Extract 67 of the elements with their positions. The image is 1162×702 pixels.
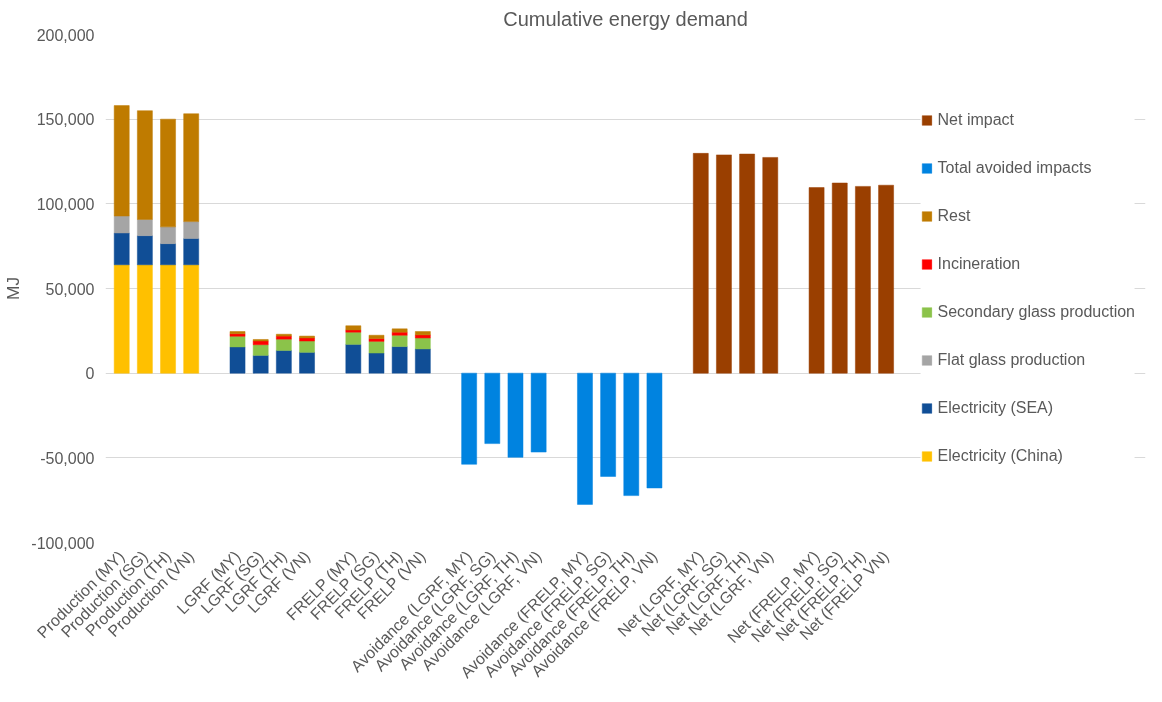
bar (693, 153, 709, 374)
legend-label: Rest (937, 207, 971, 225)
bar (345, 331, 362, 345)
bar (160, 264, 176, 374)
bar (878, 184, 894, 374)
bar (530, 372, 547, 453)
bar (391, 334, 408, 347)
bar (137, 219, 153, 236)
y-tick-label: 150,000 (36, 111, 95, 129)
bar (646, 372, 663, 489)
y-tick-label: 200,000 (36, 26, 95, 44)
bar (160, 226, 176, 244)
y-tick-label: 50,000 (45, 280, 95, 298)
y-tick-label: 0 (85, 365, 95, 383)
bar (113, 215, 130, 234)
bar (623, 372, 640, 496)
bar (299, 340, 315, 353)
y-tick-label: -100,000 (31, 534, 95, 552)
bar (484, 372, 501, 444)
bar (368, 352, 385, 374)
bar (345, 325, 362, 331)
bar (160, 118, 176, 228)
bar (600, 372, 616, 477)
legend-label: Total avoided impacts (937, 159, 1092, 177)
bar (855, 186, 871, 374)
y-tick-label: 100,000 (36, 195, 95, 213)
bar (345, 344, 362, 374)
bar (739, 153, 755, 374)
legend-label: Net impact (937, 111, 1015, 129)
bar (183, 221, 199, 239)
bar (276, 350, 292, 374)
bar (113, 105, 130, 217)
legend-label: Incineration (937, 255, 1021, 273)
y-axis-title: MJ (3, 276, 24, 301)
bar (137, 264, 153, 374)
bar (831, 182, 848, 374)
bar (183, 264, 199, 374)
legend-label: Electricity (China) (937, 447, 1063, 465)
legend-label: Secondary glass production (937, 303, 1135, 321)
bar (299, 352, 315, 374)
y-tick-label: -50,000 (40, 449, 95, 467)
bar (183, 113, 199, 222)
bar (276, 338, 292, 351)
bar (160, 243, 176, 266)
legend-label: Flat glass production (937, 351, 1086, 369)
bar (461, 372, 477, 465)
bar (368, 341, 385, 354)
legend-label: Electricity (SEA) (937, 399, 1054, 417)
bar (137, 235, 153, 266)
bar (229, 346, 246, 374)
bar (415, 337, 431, 350)
bar (415, 348, 431, 374)
bar (229, 336, 246, 348)
bar (252, 344, 269, 356)
bar (762, 157, 779, 374)
bar (808, 187, 825, 374)
bar (113, 232, 130, 266)
bar (113, 264, 130, 374)
bar (137, 110, 153, 220)
chart-title: Cumulative energy demand (503, 7, 748, 30)
bar (252, 355, 269, 374)
bar (368, 334, 385, 339)
bar (507, 372, 524, 458)
bar (183, 238, 199, 266)
bar (577, 372, 593, 505)
bar (391, 346, 408, 374)
bar (716, 154, 732, 374)
